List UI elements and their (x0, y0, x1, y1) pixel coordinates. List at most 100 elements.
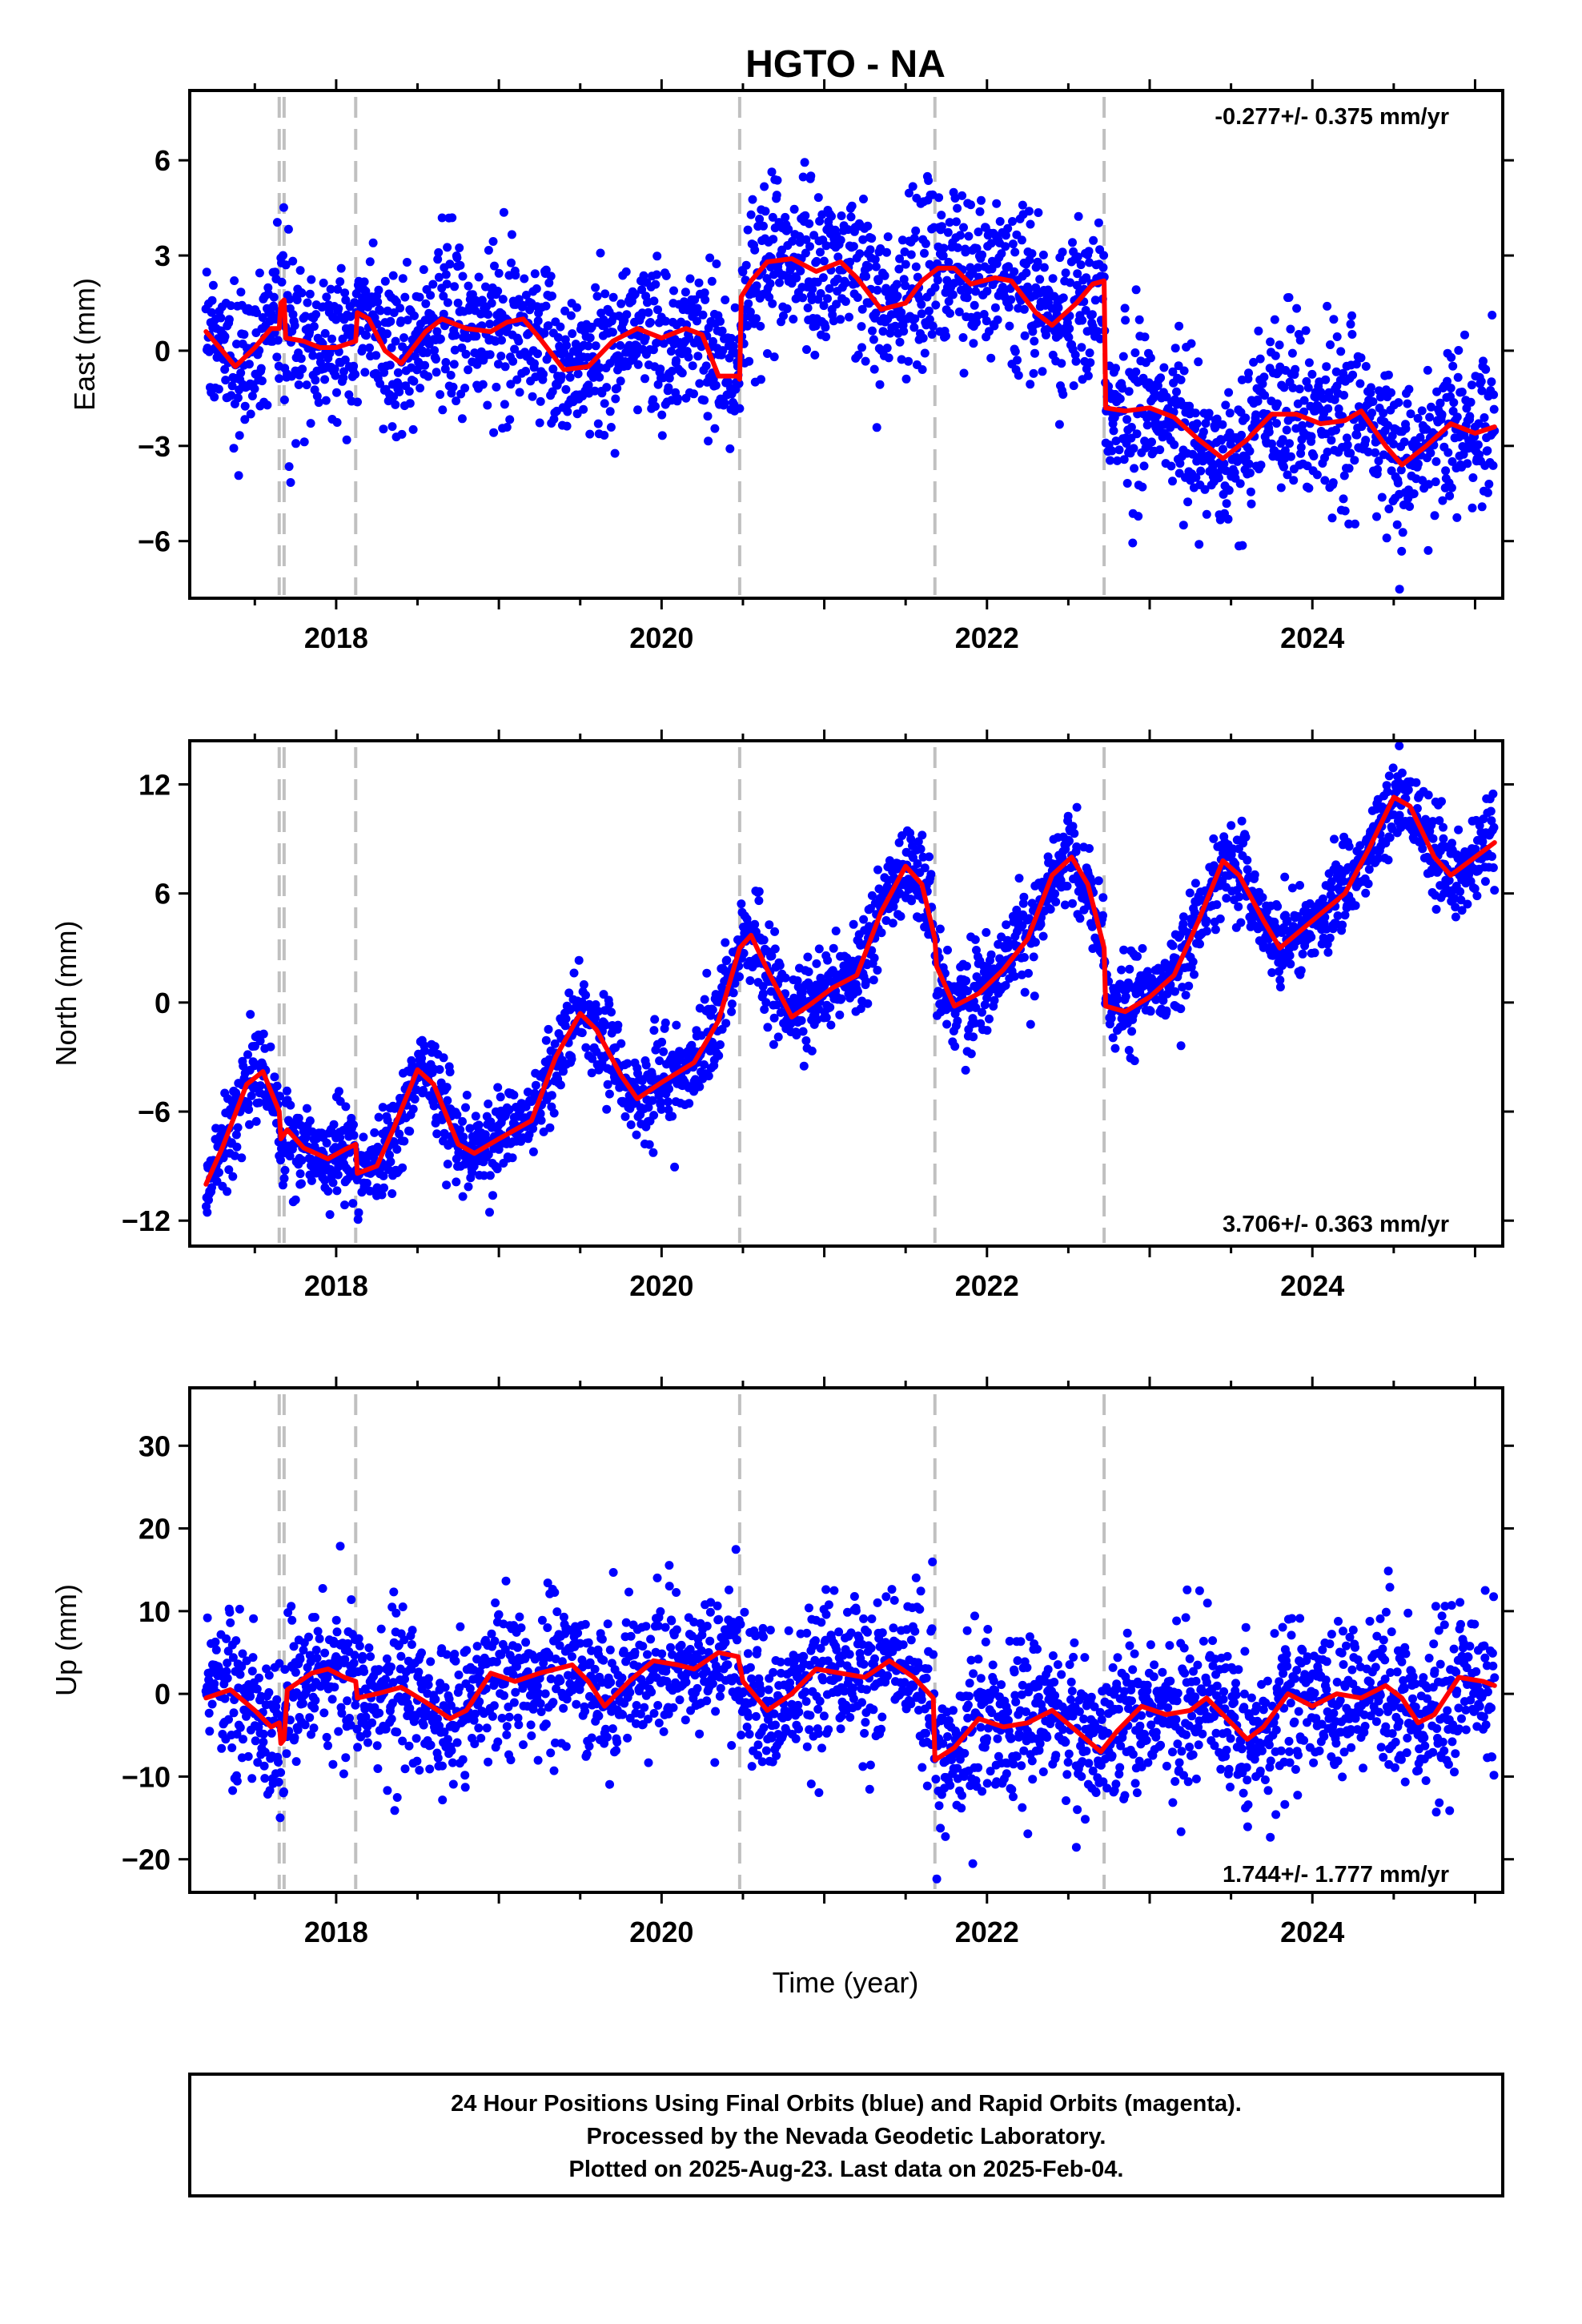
north-point (1411, 778, 1421, 787)
east-point (955, 231, 965, 240)
north-point (607, 1007, 616, 1017)
north-point (1428, 834, 1438, 843)
east-point (611, 394, 620, 404)
east-point (1058, 293, 1068, 303)
north-point (1178, 912, 1188, 922)
north-point (1285, 951, 1295, 960)
east-point (452, 396, 461, 406)
east-point (775, 278, 784, 287)
east-point (409, 376, 419, 386)
east-point (453, 298, 463, 308)
east-point (1251, 410, 1261, 420)
east-point (1275, 340, 1284, 350)
north-point (1121, 992, 1130, 1001)
east-point (1222, 499, 1231, 509)
east-point (1405, 502, 1415, 511)
east-point (801, 211, 810, 220)
east-point (768, 212, 777, 222)
east-point (1076, 260, 1086, 270)
east-point (1058, 390, 1068, 399)
east-point (1382, 533, 1391, 543)
east-point (612, 384, 622, 393)
east-point (950, 194, 960, 203)
north-point (1188, 957, 1198, 967)
east-point (1270, 315, 1279, 324)
north-point (813, 1015, 822, 1024)
north-point (708, 1005, 717, 1015)
east-point (1129, 444, 1138, 453)
east-point (857, 322, 866, 332)
east-point (445, 259, 455, 269)
east-point (1159, 363, 1169, 372)
east-point (271, 267, 280, 277)
east-point (1199, 427, 1208, 436)
east-point (579, 404, 588, 414)
east-point (767, 167, 777, 177)
east-point (755, 215, 765, 223)
east-point (1038, 250, 1048, 259)
east-point (457, 343, 467, 352)
east-point (269, 301, 279, 311)
north-point (328, 1178, 338, 1188)
north-point (508, 1153, 517, 1163)
east-point (1118, 384, 1127, 393)
east-point (396, 304, 405, 313)
north-point (672, 1020, 681, 1030)
east-point (252, 308, 261, 317)
east-point (1089, 235, 1098, 245)
north-point (760, 1005, 769, 1014)
north-point (1439, 834, 1448, 843)
east-point (1397, 546, 1407, 556)
east-point (878, 327, 888, 336)
east-point (1090, 296, 1100, 305)
north-point (971, 1003, 981, 1012)
east-point (892, 279, 901, 289)
north-point (509, 1090, 519, 1100)
north-point (913, 859, 922, 868)
east-point (1224, 485, 1234, 495)
east-point (600, 289, 610, 299)
east-point (782, 304, 792, 313)
east-point (710, 424, 720, 433)
east-point (798, 172, 808, 182)
east-point (622, 310, 632, 320)
north-point (1133, 951, 1142, 961)
north-point (1267, 968, 1277, 977)
east-point (904, 356, 913, 366)
east-point (1273, 399, 1282, 408)
north-point (721, 1019, 731, 1028)
east-point (1432, 387, 1442, 396)
east-point (1029, 368, 1038, 378)
east-point (924, 176, 934, 185)
east-point (1020, 331, 1030, 340)
east-point (825, 283, 834, 293)
east-point (657, 410, 667, 420)
east-point (1246, 468, 1255, 478)
east-x-tick-label: 2022 (955, 621, 1019, 654)
north-point (385, 1150, 394, 1160)
east-point (871, 308, 881, 318)
east-point (528, 392, 537, 401)
north-point (727, 999, 737, 1009)
east-point (1083, 371, 1093, 380)
north-point (285, 1152, 295, 1161)
east-point (640, 374, 649, 384)
east-point (972, 318, 982, 328)
north-point (244, 1105, 254, 1114)
east-point (1130, 464, 1139, 473)
east-point (1272, 419, 1281, 428)
east-point (511, 271, 520, 280)
north-point (1119, 945, 1129, 955)
north-point (1202, 927, 1211, 936)
east-point (743, 321, 752, 331)
east-point (379, 424, 388, 434)
east-point (234, 471, 243, 480)
north-point (1178, 919, 1188, 929)
east-point (648, 395, 658, 404)
east-point (1347, 330, 1357, 339)
east-point (711, 380, 721, 390)
east-point (1339, 494, 1348, 504)
north-point (556, 1080, 565, 1090)
north-point (251, 1116, 261, 1126)
east-point (1484, 480, 1494, 489)
